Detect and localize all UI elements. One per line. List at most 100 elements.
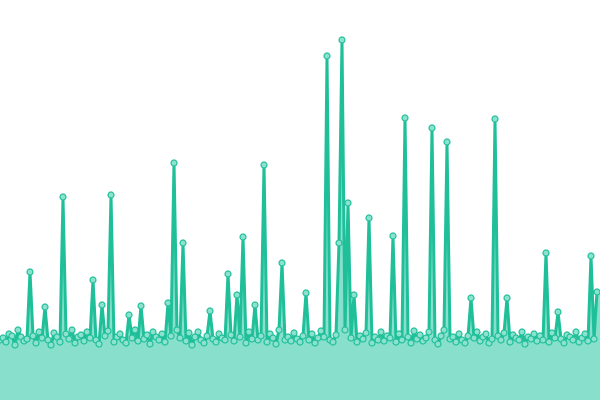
data-point bbox=[449, 333, 457, 341]
data-point bbox=[299, 332, 307, 340]
data-point bbox=[350, 291, 358, 299]
data-point bbox=[275, 326, 283, 334]
data-point bbox=[116, 330, 124, 338]
data-point bbox=[251, 301, 259, 309]
data-point bbox=[41, 303, 49, 311]
data-point bbox=[8, 332, 16, 340]
data-point bbox=[290, 329, 298, 337]
data-point bbox=[167, 332, 175, 340]
data-point bbox=[188, 341, 196, 349]
data-point bbox=[407, 339, 415, 347]
data-point bbox=[569, 336, 577, 344]
data-point bbox=[128, 334, 136, 342]
data-point bbox=[68, 326, 76, 334]
data-point bbox=[194, 328, 202, 336]
data-point bbox=[32, 339, 40, 347]
data-point bbox=[287, 337, 295, 345]
data-point bbox=[65, 335, 73, 343]
data-point bbox=[422, 334, 430, 342]
data-point bbox=[353, 338, 361, 346]
data-point bbox=[86, 334, 94, 342]
data-point bbox=[164, 299, 172, 307]
data-point bbox=[497, 336, 505, 344]
data-point bbox=[233, 291, 241, 299]
data-point bbox=[323, 52, 331, 60]
data-point bbox=[410, 327, 418, 335]
data-point bbox=[554, 308, 562, 316]
data-point bbox=[359, 335, 367, 343]
data-point bbox=[104, 327, 112, 335]
data-point bbox=[482, 330, 490, 338]
data-point bbox=[314, 334, 322, 342]
data-point bbox=[428, 124, 436, 132]
data-point bbox=[521, 340, 529, 348]
data-point bbox=[572, 328, 580, 336]
data-point bbox=[59, 193, 67, 201]
data-point bbox=[380, 337, 388, 345]
data-point bbox=[23, 335, 31, 343]
data-point bbox=[461, 339, 469, 347]
data-point bbox=[311, 339, 319, 347]
data-point bbox=[278, 259, 286, 267]
data-point bbox=[548, 329, 556, 337]
data-point bbox=[200, 339, 208, 347]
data-point bbox=[437, 332, 445, 340]
data-point bbox=[302, 289, 310, 297]
data-point bbox=[224, 270, 232, 278]
data-point bbox=[257, 332, 265, 340]
data-point bbox=[515, 336, 523, 344]
data-point bbox=[137, 302, 145, 310]
data-point bbox=[47, 341, 55, 349]
data-point bbox=[182, 337, 190, 345]
data-point bbox=[158, 330, 166, 338]
data-point bbox=[14, 326, 22, 334]
data-point bbox=[134, 337, 142, 345]
data-point bbox=[335, 239, 343, 247]
data-point bbox=[368, 339, 376, 347]
data-point bbox=[95, 340, 103, 348]
data-point bbox=[71, 339, 79, 347]
data-point bbox=[35, 328, 43, 336]
data-point bbox=[122, 339, 130, 347]
data-point bbox=[338, 36, 346, 44]
data-point bbox=[317, 327, 325, 335]
data-point bbox=[530, 330, 538, 338]
data-point bbox=[500, 329, 508, 337]
data-point bbox=[101, 332, 109, 340]
data-point bbox=[464, 332, 472, 340]
data-point bbox=[143, 331, 151, 339]
data-point bbox=[170, 159, 178, 167]
data-point bbox=[125, 311, 133, 319]
data-point bbox=[332, 331, 340, 339]
data-point bbox=[206, 307, 214, 315]
data-point bbox=[212, 338, 220, 346]
data-point bbox=[242, 339, 250, 347]
data-point bbox=[83, 328, 91, 336]
data-point bbox=[110, 338, 118, 346]
data-point bbox=[506, 338, 514, 346]
data-point bbox=[545, 338, 553, 346]
data-point bbox=[185, 329, 193, 337]
data-point bbox=[161, 338, 169, 346]
data-point bbox=[503, 294, 511, 302]
data-point bbox=[440, 326, 448, 334]
data-point bbox=[341, 326, 349, 334]
data-point bbox=[587, 252, 595, 260]
data-point bbox=[377, 328, 385, 336]
data-point bbox=[146, 340, 154, 348]
data-point bbox=[155, 336, 163, 344]
data-point bbox=[404, 333, 412, 341]
data-point bbox=[62, 330, 70, 338]
data-point bbox=[395, 330, 403, 338]
data-point bbox=[173, 326, 181, 334]
data-point bbox=[455, 330, 463, 338]
data-point bbox=[98, 301, 106, 309]
data-point bbox=[44, 336, 52, 344]
data-point bbox=[269, 334, 277, 342]
data-point bbox=[239, 233, 247, 241]
data-point bbox=[29, 332, 37, 340]
data-point bbox=[392, 338, 400, 346]
data-point bbox=[308, 330, 316, 338]
data-point bbox=[296, 338, 304, 346]
data-point bbox=[467, 294, 475, 302]
